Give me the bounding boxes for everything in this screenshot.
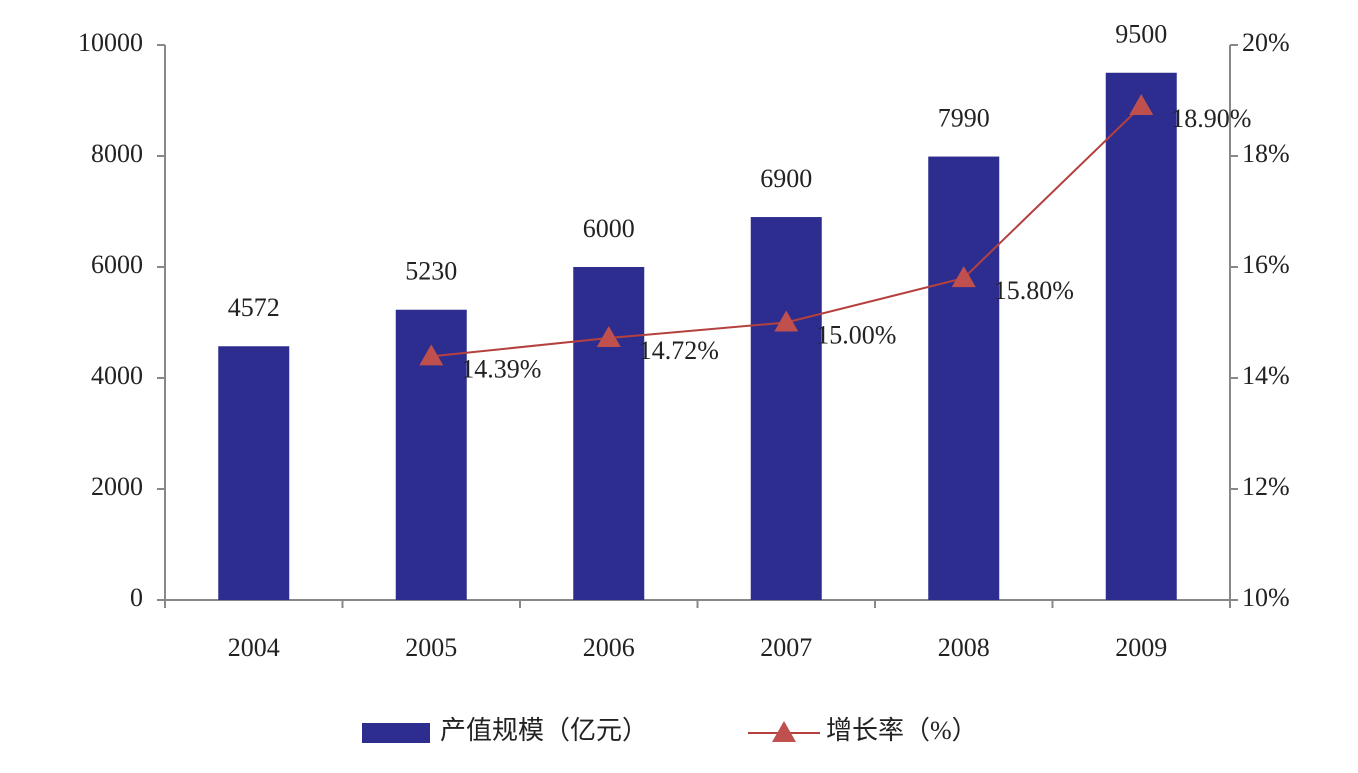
line-marker [951, 266, 976, 288]
x-tick-label: 2005 [405, 633, 457, 662]
x-tick-label: 2007 [760, 633, 812, 662]
legend-marker [772, 721, 796, 742]
bar-value-label: 9500 [1115, 20, 1167, 49]
legend-label: 增长率（%） [826, 716, 978, 745]
line-marker [596, 326, 621, 348]
y-tick-label: 4000 [91, 361, 143, 390]
line-value-label: 14.39% [461, 354, 541, 383]
bar-value-label: 5230 [405, 257, 457, 286]
y-tick-label: 6000 [91, 250, 143, 279]
y-tick-label: 2000 [91, 472, 143, 501]
bar [928, 156, 1000, 600]
y2-tick-label: 12% [1242, 472, 1290, 501]
legend-swatch [362, 723, 430, 743]
bar-value-label: 7990 [938, 104, 990, 133]
y-tick-label: 0 [130, 583, 143, 612]
bar-value-label: 4572 [228, 293, 280, 322]
y2-tick-label: 10% [1242, 583, 1290, 612]
line-value-label: 14.72% [639, 336, 719, 365]
x-tick-label: 2006 [583, 633, 635, 662]
bar-value-label: 6000 [583, 214, 635, 243]
line-marker [774, 310, 799, 332]
x-tick-label: 2008 [938, 633, 990, 662]
line-marker [1129, 94, 1154, 116]
bar [218, 346, 290, 600]
y-tick-label: 8000 [91, 139, 143, 168]
y2-tick-label: 16% [1242, 250, 1290, 279]
legend-label: 产值规模（亿元） [440, 716, 648, 745]
bar [1105, 72, 1177, 600]
x-tick-label: 2004 [228, 633, 280, 662]
bar-value-label: 6900 [760, 164, 812, 193]
bar [573, 267, 645, 600]
y2-tick-label: 20% [1242, 28, 1290, 57]
line-value-label: 15.80% [994, 276, 1074, 305]
line-value-label: 15.00% [816, 320, 896, 349]
y2-tick-label: 14% [1242, 361, 1290, 390]
y2-tick-label: 18% [1242, 139, 1290, 168]
line-value-label: 18.90% [1171, 104, 1251, 133]
bar [750, 217, 822, 601]
line-marker [419, 344, 444, 366]
y-tick-label: 10000 [78, 28, 143, 57]
x-tick-label: 2009 [1115, 633, 1167, 662]
